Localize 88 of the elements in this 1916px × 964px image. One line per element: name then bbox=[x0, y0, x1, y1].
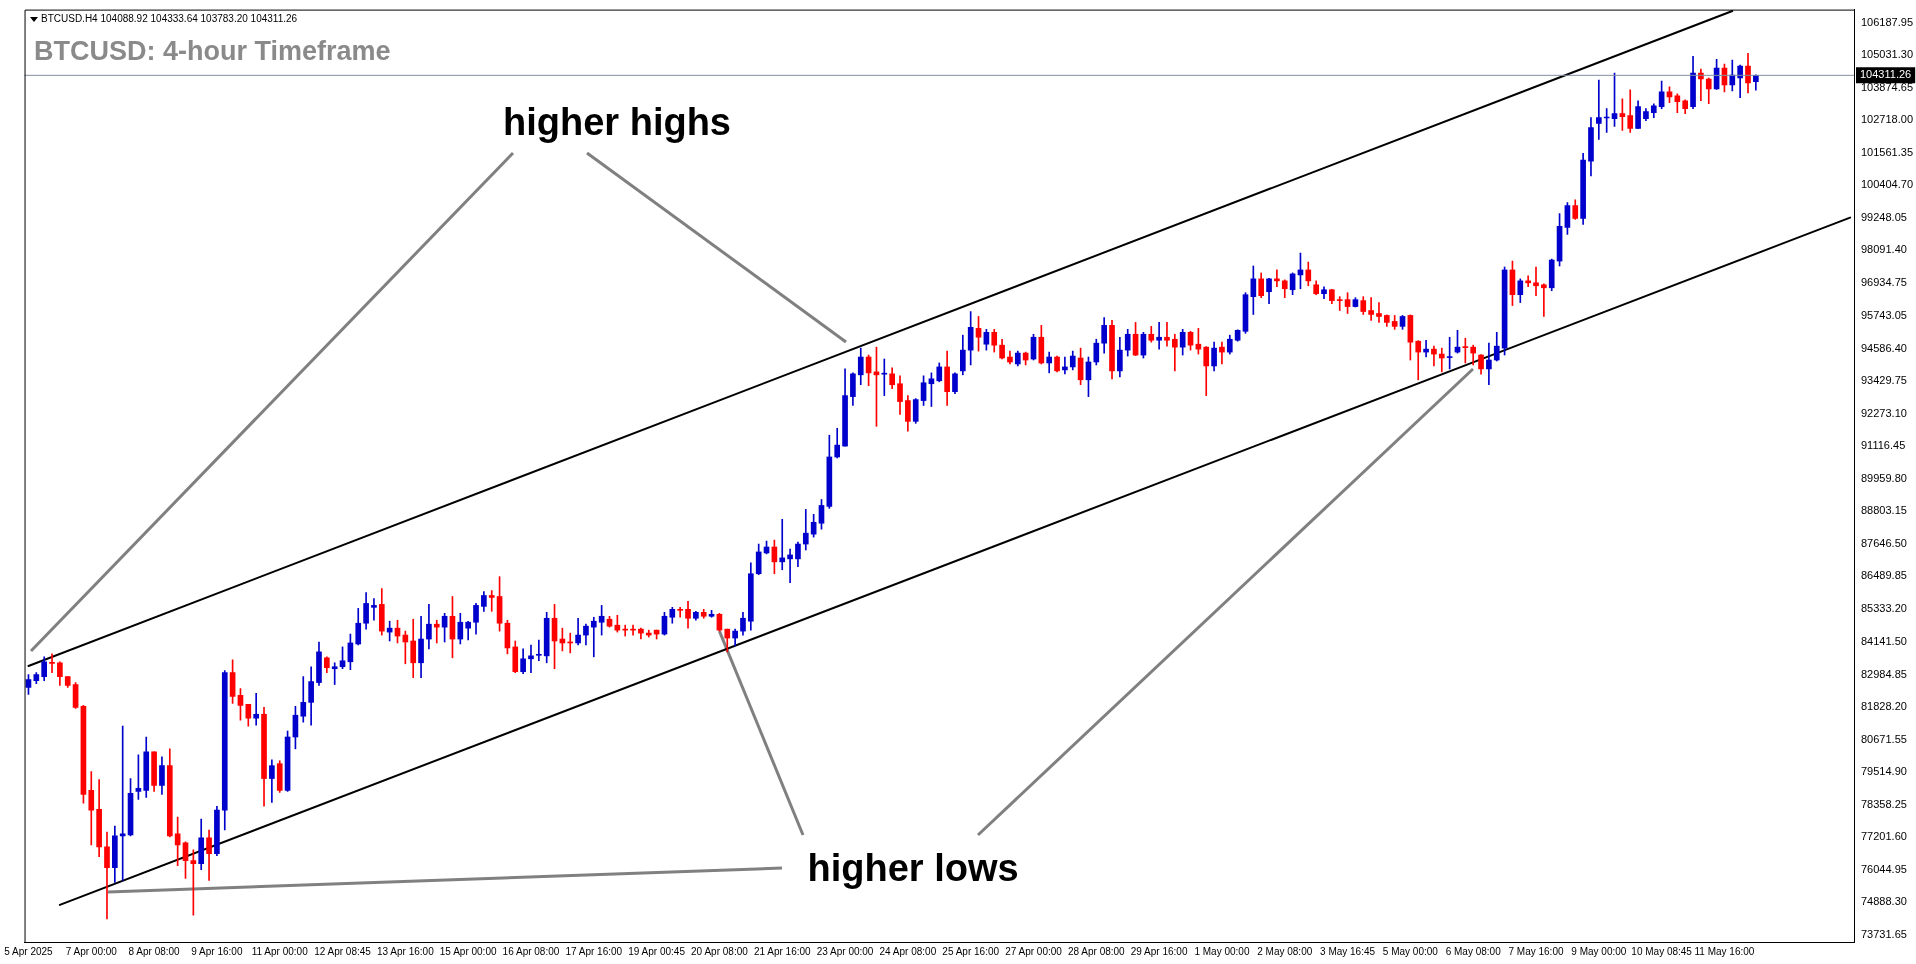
y-tick-label: 106187.95 bbox=[1861, 15, 1913, 28]
y-tick-label: 76044.95 bbox=[1861, 862, 1907, 875]
x-tick-label: 5 May 00:00 bbox=[1382, 945, 1439, 957]
ref-line-label: 104311.26 bbox=[1860, 68, 1912, 81]
x-tick-label: 24 Apr 08:00 bbox=[879, 945, 937, 957]
x-tick-label: 20 Apr 08:00 bbox=[691, 945, 749, 957]
y-tick-label: 91116.45 bbox=[1861, 439, 1906, 452]
y-tick-label: 96934.75 bbox=[1861, 275, 1907, 288]
x-tick-label: 6 May 08:00 bbox=[1445, 945, 1502, 957]
annotation: higher highs bbox=[503, 100, 731, 144]
x-tick-label: 9 May 00:00 bbox=[1571, 945, 1627, 957]
x-tick-label: 11 May 16:00 bbox=[1694, 945, 1755, 957]
candlestick bbox=[677, 607, 683, 618]
candlestick bbox=[779, 518, 786, 571]
y-tick-label: 98091.40 bbox=[1861, 243, 1907, 256]
y-tick-label: 105031.30 bbox=[1861, 48, 1913, 61]
y-tick-label: 78358.25 bbox=[1861, 797, 1907, 810]
y-tick-label: 74888.30 bbox=[1861, 895, 1907, 908]
x-tick-label: 9 Apr 16:00 bbox=[191, 945, 243, 957]
y-tick-label: 80671.55 bbox=[1861, 732, 1907, 745]
y-tick-label: 89959.80 bbox=[1861, 471, 1907, 484]
y-tick-label: 73731.65 bbox=[1861, 927, 1907, 940]
candlestick bbox=[1219, 341, 1225, 365]
candlestick bbox=[590, 616, 597, 658]
x-tick-label: 8 Apr 08:00 bbox=[128, 945, 181, 957]
y-tick-label: 94586.40 bbox=[1861, 341, 1907, 354]
x-tick-label: 27 Apr 00:00 bbox=[1005, 945, 1063, 957]
x-tick-label: 13 Apr 16:00 bbox=[376, 945, 435, 957]
candlestick bbox=[1171, 333, 1178, 372]
x-tick-label: 15 Apr 00:00 bbox=[439, 945, 497, 957]
x-tick-label: 25 Apr 16:00 bbox=[942, 945, 1000, 957]
candlestick bbox=[787, 548, 793, 583]
y-tick-label: 86489.85 bbox=[1861, 569, 1907, 582]
x-tick-label: 1 May 00:00 bbox=[1194, 945, 1250, 957]
y-tick-label: 85333.20 bbox=[1861, 601, 1907, 614]
y-tick-label: 84141.50 bbox=[1861, 635, 1907, 648]
x-tick-label: 7 May 16:00 bbox=[1508, 945, 1564, 957]
x-tick-label: 3 May 16:45 bbox=[1320, 945, 1376, 957]
y-tick-label: 93429.75 bbox=[1861, 374, 1907, 387]
x-tick-label: 12 Apr 08:45 bbox=[314, 945, 372, 957]
candlestick bbox=[1438, 347, 1445, 373]
y-tick-label: 82984.85 bbox=[1861, 667, 1907, 680]
candlestick bbox=[1486, 342, 1492, 386]
candlestick bbox=[1368, 297, 1374, 321]
x-tick-label: 7 Apr 00:00 bbox=[65, 945, 118, 957]
candlestick bbox=[1376, 302, 1382, 323]
candlestick bbox=[881, 358, 888, 396]
candlestick bbox=[1541, 283, 1547, 317]
x-tick-label: 10 May 08:45 bbox=[1631, 945, 1693, 957]
y-tick-label: 88803.15 bbox=[1861, 504, 1907, 517]
y-tick-label: 92273.10 bbox=[1861, 406, 1907, 419]
y-tick-label: 81828.20 bbox=[1861, 700, 1907, 713]
candlestick bbox=[371, 598, 377, 621]
candlestick bbox=[488, 590, 495, 612]
x-tick-label: 16 Apr 08:00 bbox=[502, 945, 560, 957]
x-tick-label: 5 Apr 2025 bbox=[4, 945, 54, 957]
candlestick bbox=[1595, 79, 1602, 140]
y-tick-label: 99248.05 bbox=[1861, 210, 1907, 223]
candlestick bbox=[1062, 356, 1068, 375]
y-tick-label: 87646.50 bbox=[1861, 536, 1907, 549]
y-tick-label: 103874.65 bbox=[1861, 80, 1913, 93]
candlestick bbox=[536, 639, 542, 662]
candlestick bbox=[1336, 296, 1343, 311]
candlestick bbox=[331, 662, 338, 685]
text: BTCUSD: 4-hour Timeframe bbox=[34, 36, 391, 67]
candlestick bbox=[49, 653, 55, 674]
x-tick-label: 28 Apr 08:00 bbox=[1067, 945, 1126, 957]
y-tick-label: 77201.60 bbox=[1861, 830, 1907, 843]
y-tick-label: 101561.35 bbox=[1861, 145, 1913, 158]
candlestick bbox=[1164, 322, 1170, 347]
x-tick-label: 19 Apr 00:45 bbox=[628, 945, 686, 957]
x-tick-label: 21 Apr 16:00 bbox=[753, 945, 812, 957]
candlestick bbox=[1423, 339, 1429, 358]
y-tick-label: 102718.00 bbox=[1861, 113, 1913, 126]
x-tick-label: 11 Apr 00:00 bbox=[251, 945, 309, 957]
annotation: higher lows bbox=[807, 846, 1019, 890]
chart-subtitle: BTCUSD.H4 104088.92 104333.64 103783.20 104311.26 bbox=[41, 13, 298, 24]
candlestick bbox=[1156, 322, 1162, 350]
y-tick-label: 95743.05 bbox=[1861, 309, 1907, 322]
candlestick bbox=[433, 619, 440, 644]
candlestick bbox=[1533, 266, 1539, 296]
x-tick-label: 2 May 08:00 bbox=[1257, 945, 1313, 957]
candlestick bbox=[253, 693, 259, 726]
x-tick-label: 29 Apr 16:00 bbox=[1130, 945, 1188, 957]
y-tick-label: 79514.90 bbox=[1861, 765, 1907, 778]
x-tick-label: 17 Apr 16:00 bbox=[565, 945, 623, 957]
x-tick-label: 23 Apr 00:00 bbox=[816, 945, 874, 957]
y-tick-label: 100404.70 bbox=[1861, 178, 1913, 191]
